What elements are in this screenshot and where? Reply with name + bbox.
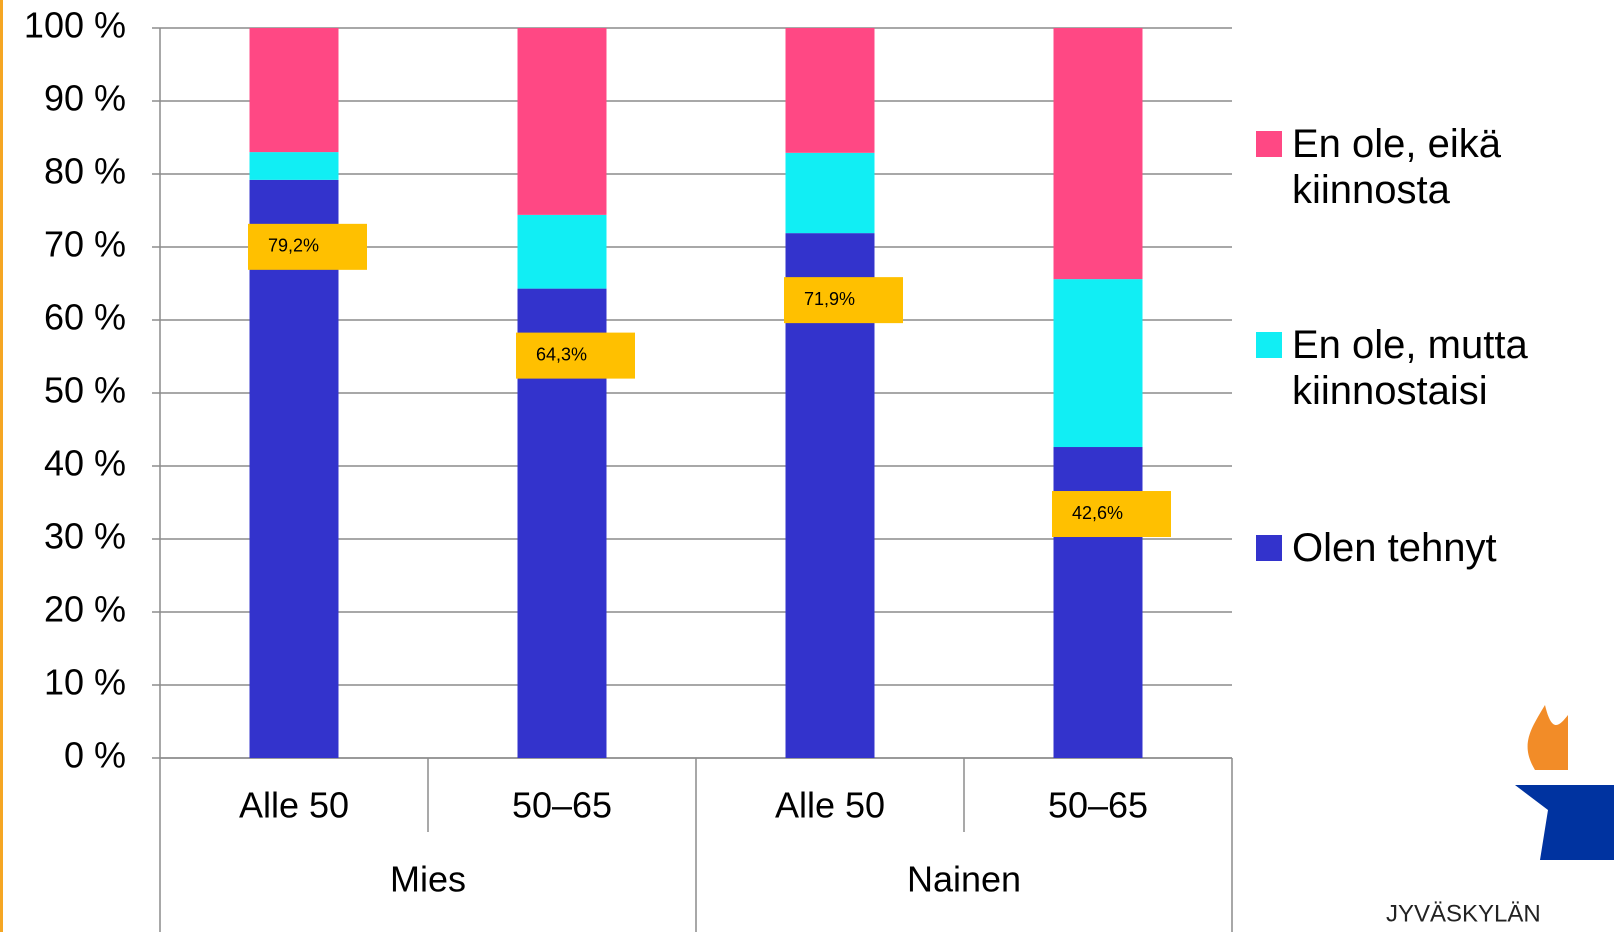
logo-flame <box>1527 705 1568 770</box>
legend-swatch <box>1256 131 1282 157</box>
group-label: Mies <box>390 859 466 900</box>
group-label: Nainen <box>907 859 1021 900</box>
legend-label: En ole, mutta kiinnostaisi <box>1292 323 1528 413</box>
bar-segment <box>517 28 607 215</box>
y-tick-label: 20 % <box>44 589 126 630</box>
legend-item: En ole, mutta kiinnostaisi <box>1256 322 1572 414</box>
x-tick-label: 50–65 <box>1048 785 1148 826</box>
y-tick-label: 50 % <box>44 370 126 411</box>
bar-segment <box>785 28 875 153</box>
y-tick-label: 70 % <box>44 224 126 265</box>
y-tick-label: 10 % <box>44 662 126 703</box>
value-label: 79,2% <box>268 236 319 256</box>
logo-text: JYVÄSKYLÄN <box>1386 900 1541 927</box>
legend-item: Olen tehnyt <box>1256 525 1572 571</box>
value-label: 64,3% <box>536 344 587 364</box>
bar-segment <box>785 152 875 234</box>
bar-segment <box>517 214 607 289</box>
y-tick-label: 80 % <box>44 151 126 192</box>
bar-segment <box>249 28 339 153</box>
y-tick-label: 90 % <box>44 78 126 119</box>
value-label-box <box>248 223 367 270</box>
legend-label: Olen tehnyt <box>1292 526 1497 570</box>
y-tick-label: 0 % <box>64 735 126 776</box>
legend-swatch <box>1256 332 1282 358</box>
legend-swatch <box>1256 535 1282 561</box>
value-label: 71,9% <box>804 289 855 309</box>
value-label-box <box>1052 491 1171 538</box>
legend-label: En ole, eikä kiinnosta <box>1292 122 1502 212</box>
x-tick-label: 50–65 <box>512 785 612 826</box>
y-tick-label: 60 % <box>44 297 126 338</box>
y-tick-label: 40 % <box>44 443 126 484</box>
bar-segment <box>249 179 339 759</box>
value-label-box <box>516 332 635 379</box>
legend-item: En ole, eikä kiinnosta <box>1256 121 1572 213</box>
logo-torch <box>1515 785 1614 860</box>
logo: JYVÄSKYLÄN <box>1386 705 1614 927</box>
edge-accent <box>0 0 3 932</box>
y-tick-label: 100 % <box>24 5 126 46</box>
value-label-box <box>784 277 903 324</box>
x-tick-label: Alle 50 <box>239 785 349 826</box>
x-tick-label: Alle 50 <box>775 785 885 826</box>
bar-segment <box>1053 28 1143 280</box>
bar-segment <box>249 152 339 180</box>
value-label: 42,6% <box>1072 503 1123 523</box>
y-tick-label: 30 % <box>44 516 126 557</box>
bar-segment <box>1053 279 1143 448</box>
